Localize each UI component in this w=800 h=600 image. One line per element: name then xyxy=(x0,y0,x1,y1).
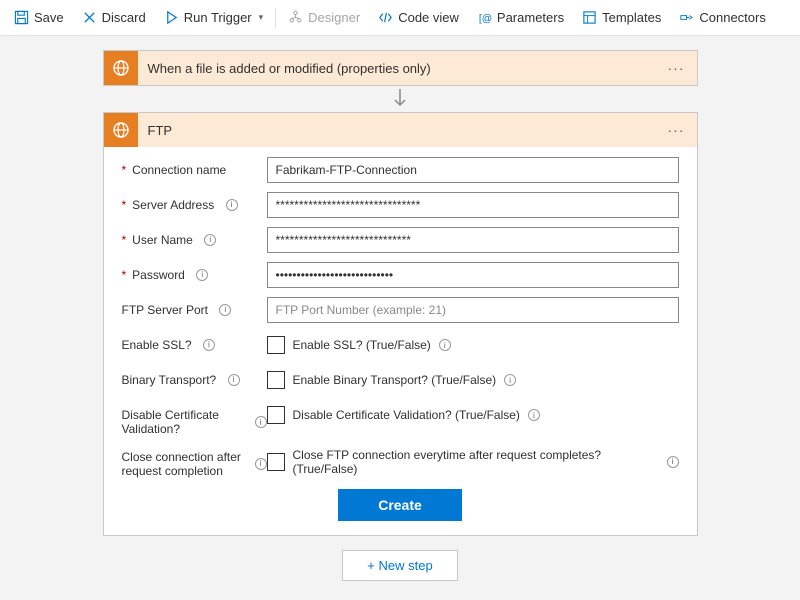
enable-ssl-text: Enable SSL? (True/False) xyxy=(293,338,431,352)
password-label: *Password i xyxy=(122,262,267,282)
trigger-card: When a file is added or modified (proper… xyxy=(103,50,698,86)
parameters-label: Parameters xyxy=(497,10,564,25)
close-conn-text: Close FTP connection everytime after req… xyxy=(293,448,659,476)
binary-checkbox[interactable] xyxy=(267,371,285,389)
enable-ssl-checkbox[interactable] xyxy=(267,336,285,354)
info-icon[interactable]: i xyxy=(226,199,238,211)
templates-button[interactable]: Templates xyxy=(574,6,669,29)
flow-arrow-icon xyxy=(387,86,413,112)
templates-icon xyxy=(582,10,597,25)
designer-icon xyxy=(288,10,303,25)
cert-label: Disable Certificate Validation? i xyxy=(122,402,267,437)
binary-text: Enable Binary Transport? (True/False) xyxy=(293,373,497,387)
designer-label: Designer xyxy=(308,10,360,25)
ftp-connector-icon xyxy=(104,51,138,85)
trigger-title: When a file is added or modified (proper… xyxy=(138,61,656,76)
info-icon[interactable]: i xyxy=(228,374,240,386)
connectors-icon xyxy=(679,10,694,25)
save-button[interactable]: Save xyxy=(6,6,72,29)
ftp-connector-icon xyxy=(104,113,138,147)
codeview-button[interactable]: Code view xyxy=(370,6,467,29)
info-icon[interactable]: i xyxy=(667,456,679,468)
designer-button[interactable]: Designer xyxy=(280,6,368,29)
info-icon[interactable]: i xyxy=(255,458,267,470)
server-address-input[interactable] xyxy=(267,192,679,218)
connection-name-input[interactable] xyxy=(267,157,679,183)
parameters-icon: [@] xyxy=(477,10,492,25)
templates-label: Templates xyxy=(602,10,661,25)
toolbar: Save Discard Run Trigger ▾ Designer Code… xyxy=(0,0,800,36)
cert-checkbox[interactable] xyxy=(267,406,285,424)
ftp-header[interactable]: FTP ··· xyxy=(104,113,697,147)
info-icon[interactable]: i xyxy=(439,339,451,351)
server-address-label: *Server Address i xyxy=(122,192,267,212)
ftp-action-card: FTP ··· *Connection name *Server Address… xyxy=(103,112,698,536)
designer-canvas: When a file is added or modified (proper… xyxy=(0,36,800,591)
discard-icon xyxy=(82,10,97,25)
info-icon[interactable]: i xyxy=(504,374,516,386)
save-icon xyxy=(14,10,29,25)
code-icon xyxy=(378,10,393,25)
chevron-down-icon: ▾ xyxy=(259,12,264,23)
close-conn-checkbox[interactable] xyxy=(267,453,285,471)
port-label: FTP Server Port i xyxy=(122,297,267,317)
create-button[interactable]: Create xyxy=(338,489,462,521)
discard-label: Discard xyxy=(102,10,146,25)
info-icon[interactable]: i xyxy=(203,339,215,351)
username-input[interactable] xyxy=(267,227,679,253)
binary-label: Binary Transport? i xyxy=(122,367,267,387)
parameters-button[interactable]: [@] Parameters xyxy=(469,6,572,29)
connection-name-label: *Connection name xyxy=(122,157,267,177)
ftp-menu-button[interactable]: ··· xyxy=(656,122,697,138)
info-icon[interactable]: i xyxy=(204,234,216,246)
ftp-title: FTP xyxy=(138,123,656,138)
enable-ssl-label: Enable SSL? i xyxy=(122,332,267,352)
trigger-menu-button[interactable]: ··· xyxy=(656,60,697,76)
info-icon[interactable]: i xyxy=(255,416,267,428)
run-label: Run Trigger xyxy=(184,10,252,25)
info-icon[interactable]: i xyxy=(219,304,231,316)
connectors-button[interactable]: Connectors xyxy=(671,6,773,29)
new-step-button[interactable]: + New step xyxy=(342,550,457,581)
svg-text:[@]: [@] xyxy=(479,13,492,24)
password-input[interactable] xyxy=(267,262,679,288)
save-label: Save xyxy=(34,10,64,25)
cert-text: Disable Certificate Validation? (True/Fa… xyxy=(293,408,520,422)
discard-button[interactable]: Discard xyxy=(74,6,154,29)
run-trigger-button[interactable]: Run Trigger ▾ xyxy=(156,6,271,29)
info-icon[interactable]: i xyxy=(196,269,208,281)
close-conn-label: Close connection after request completio… xyxy=(122,444,267,479)
connectors-label: Connectors xyxy=(699,10,765,25)
port-input[interactable] xyxy=(267,297,679,323)
codeview-label: Code view xyxy=(398,10,459,25)
ftp-form: *Connection name *Server Address i *User… xyxy=(104,147,697,535)
separator xyxy=(275,8,276,28)
username-label: *User Name i xyxy=(122,227,267,247)
info-icon[interactable]: i xyxy=(528,409,540,421)
trigger-header[interactable]: When a file is added or modified (proper… xyxy=(104,51,697,85)
play-icon xyxy=(164,10,179,25)
